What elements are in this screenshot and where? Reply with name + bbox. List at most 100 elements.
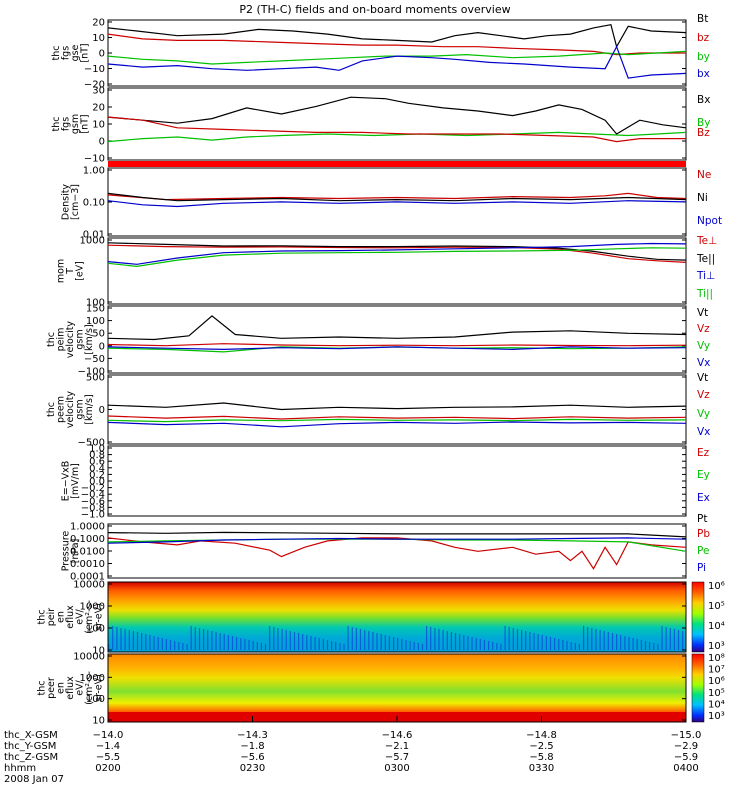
- x-axis-value: −2.1: [385, 741, 409, 752]
- x-axis-value: 0400: [673, 763, 698, 774]
- legend-entry: By: [697, 117, 710, 129]
- series-line: [107, 244, 687, 263]
- ion-spectrogram-streak: [203, 629, 205, 650]
- ion-spectrogram-streak: [141, 633, 143, 650]
- ion-spectrogram-streak: [525, 631, 527, 650]
- y-axis-label-line: [nT]: [79, 43, 90, 62]
- y-tick-label: −0.2: [81, 483, 105, 494]
- y-axis-label-line: peim: [56, 328, 67, 352]
- ion-spectrogram-streak: [376, 633, 378, 650]
- ion-spectrogram-streak: [190, 626, 192, 650]
- ion-spectrogram-streak: [566, 641, 568, 650]
- y-tick-label: 20: [92, 103, 105, 114]
- ion-spectrogram-streak: [516, 629, 519, 650]
- ion-spectrogram-streak: [616, 634, 618, 650]
- ion-spectrogram-streak: [417, 643, 419, 650]
- ion-spectrogram-streak: [640, 640, 642, 650]
- ion-spectrogram-streak: [322, 639, 324, 650]
- y-axis-label-line: [cm−3]: [70, 184, 81, 220]
- y-axis-label-line: T: [65, 268, 76, 275]
- ion-spectrogram-streak: [591, 628, 593, 650]
- ion-spectrogram-streak: [669, 628, 671, 650]
- ion-spectrogram-streak: [132, 631, 134, 650]
- ion-spectrogram-streak: [124, 629, 126, 650]
- ion-spectrogram-streak: [587, 627, 589, 650]
- y-axis-label-line: gsm: [75, 329, 86, 349]
- legend-entry: Ey: [697, 469, 710, 481]
- x-axis-value: −5.8: [529, 752, 553, 763]
- ion-spectrogram-streak: [682, 631, 684, 650]
- x-axis-row-label: hhmm: [4, 763, 36, 774]
- colorbar-label: 10⁵: [708, 688, 725, 699]
- y-tick-label: 30: [92, 86, 105, 97]
- ion-spectrogram-streak: [182, 643, 184, 650]
- panel-frame: [107, 305, 687, 374]
- y-axis-label-line: peir: [46, 608, 57, 627]
- y-axis-label-line: gsm: [75, 399, 86, 419]
- ion-spectrogram-streak: [331, 641, 333, 650]
- series-line: [107, 537, 687, 570]
- y-tick-label: 0.0100: [70, 547, 105, 558]
- ion-spectrogram-streak: [223, 634, 225, 650]
- series-line: [107, 116, 686, 143]
- ion-spectrogram-streak: [244, 639, 246, 650]
- panel-frame: [107, 581, 687, 653]
- series-line: [107, 96, 687, 135]
- legend-entry: by: [697, 51, 710, 63]
- ion-spectrogram-streak: [145, 634, 147, 650]
- y-axis-label-line: en: [56, 611, 67, 623]
- panel-frame: [107, 445, 687, 517]
- legend-entry: Bz: [697, 127, 710, 139]
- y-tick-label: 10000: [73, 652, 105, 663]
- y-axis-label-line: eV/: [75, 679, 86, 695]
- ion-spectrogram-streak: [401, 639, 403, 650]
- x-axis-value: 0330: [529, 763, 554, 774]
- ion-spectrogram-streak: [446, 631, 448, 650]
- x-axis-value: −2.5: [529, 741, 553, 752]
- ion-spectrogram-streak: [644, 641, 647, 650]
- ion-spectrogram-streak: [364, 630, 366, 650]
- colorbar-label: 10⁷: [708, 665, 725, 676]
- y-tick-label: 100: [86, 316, 105, 327]
- y-tick-label: 0.4: [89, 463, 105, 474]
- series-line: [107, 418, 687, 423]
- ion-spectrogram-streak: [359, 629, 362, 650]
- x-axis-value: −5.7: [385, 752, 409, 763]
- ion-spectrogram-streak: [537, 634, 539, 650]
- y-tick-label: 500: [86, 373, 105, 384]
- series-line: [107, 131, 687, 143]
- legend-entry: Vy: [697, 340, 710, 352]
- ion-spectrogram-streak: [314, 637, 316, 650]
- ion-spectrogram-streak: [149, 635, 151, 650]
- ion-spectrogram-streak: [355, 628, 357, 650]
- x-axis-value: −5.5: [96, 752, 120, 763]
- x-axis-value: −15.0: [671, 730, 702, 741]
- series-line: [107, 45, 687, 79]
- panel-frame: [107, 523, 687, 579]
- legend-entry: Ti⊥: [696, 270, 715, 282]
- legend-entry: Ni: [697, 192, 708, 204]
- ion-spectrogram-streak: [661, 626, 663, 650]
- y-tick-label: 0.1000: [70, 534, 105, 545]
- ion-spectrogram-streak: [421, 644, 424, 650]
- ion-spectrogram-streak: [174, 641, 176, 650]
- panel-frame: [107, 374, 687, 445]
- y-axis-label: Pressure[nPa]: [60, 531, 81, 572]
- series-line: [107, 50, 687, 65]
- ion-spectrogram-streak: [310, 636, 312, 650]
- legend-entry: Ti||: [696, 288, 713, 300]
- ion-spectrogram-streak: [252, 641, 254, 650]
- ion-spectrogram-streak: [281, 629, 283, 650]
- ion-spectrogram-streak: [248, 640, 250, 650]
- y-axis-label-line: (cm²-s-: [84, 600, 95, 634]
- y-axis-label-line: thc: [51, 117, 62, 132]
- ion-spectrogram-streak: [492, 642, 494, 650]
- ion-spectrogram-streak: [562, 640, 564, 650]
- series-line: [107, 346, 687, 351]
- ion-spectrogram-streak: [488, 641, 490, 650]
- y-axis-label-line: thc: [46, 402, 57, 417]
- series-line: [107, 192, 687, 201]
- ion-spectrogram-streak: [153, 636, 155, 650]
